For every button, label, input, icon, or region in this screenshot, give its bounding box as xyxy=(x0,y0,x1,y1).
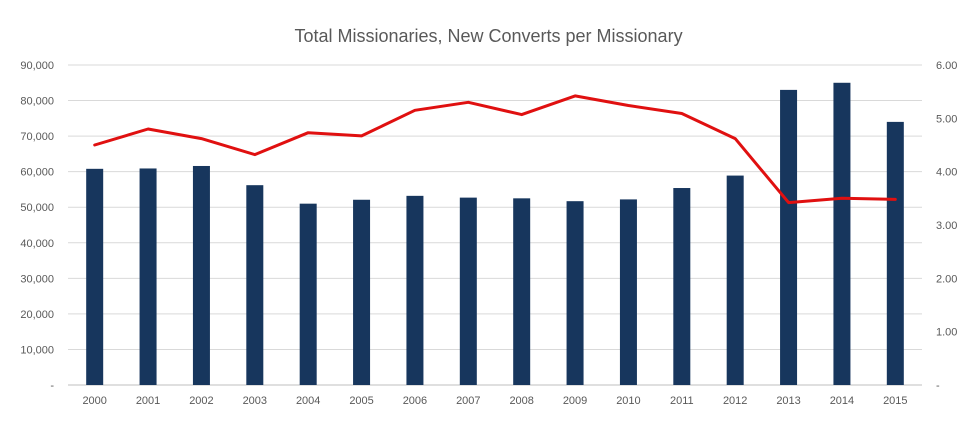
y-right-tick-label: 3.00 xyxy=(936,220,957,232)
y-left-tick-label: 80,000 xyxy=(20,96,54,108)
y-left-tick-label: 40,000 xyxy=(20,238,54,250)
bar xyxy=(406,195,424,385)
bar xyxy=(192,165,210,385)
y-right-tick-label: 1.00 xyxy=(936,327,957,339)
bar xyxy=(566,201,584,385)
x-tick-label: 2003 xyxy=(243,395,267,407)
x-tick-label: 2007 xyxy=(456,395,480,407)
y-right-tick-label: 6.00 xyxy=(936,60,957,72)
x-tick-label: 2010 xyxy=(616,395,640,407)
y-left-tick-label: - xyxy=(50,380,54,392)
y-left-tick-label: 10,000 xyxy=(20,344,54,356)
series-line xyxy=(93,94,897,205)
y-left-tick-label: 60,000 xyxy=(20,167,54,179)
x-tick-label: 2015 xyxy=(883,395,907,407)
bar xyxy=(833,82,851,386)
x-tick-label: 2013 xyxy=(776,395,800,407)
bar xyxy=(780,89,798,385)
x-tick-label: 2014 xyxy=(830,395,854,407)
chart-title: Total Missionaries, New Converts per Mis… xyxy=(294,26,683,46)
y-right-tick-label: - xyxy=(936,380,940,392)
bar xyxy=(619,199,637,385)
y-right-tick-label: 2.00 xyxy=(936,273,957,285)
y-left-tick-label: 30,000 xyxy=(20,273,54,285)
bar xyxy=(299,203,317,385)
x-tick-label: 2009 xyxy=(563,395,587,407)
y-right-tick-label: 5.00 xyxy=(936,113,957,125)
bar xyxy=(139,168,157,385)
x-tick-label: 2008 xyxy=(509,395,533,407)
x-tick-label: 2002 xyxy=(189,395,213,407)
x-tick-label: 2000 xyxy=(82,395,106,407)
y-left-tick-label: 70,000 xyxy=(20,131,54,143)
bar xyxy=(726,175,744,385)
bar xyxy=(459,197,477,385)
bar xyxy=(246,185,264,385)
x-tick-label: 2006 xyxy=(403,395,427,407)
y-right-tick-label: 4.00 xyxy=(936,167,957,179)
x-tick-label: 2004 xyxy=(296,395,320,407)
bar xyxy=(886,121,904,385)
x-tick-label: 2012 xyxy=(723,395,747,407)
x-tick-label: 2005 xyxy=(349,395,373,407)
x-tick-label: 2001 xyxy=(136,395,160,407)
x-tick-label: 2011 xyxy=(670,395,694,407)
y-left-tick-label: 20,000 xyxy=(20,309,54,321)
bar xyxy=(673,188,691,385)
bar xyxy=(86,168,104,385)
y-left-tick-label: 90,000 xyxy=(20,60,54,72)
y-left-tick-label: 50,000 xyxy=(20,202,54,214)
bar xyxy=(513,198,531,385)
bar xyxy=(353,199,371,385)
